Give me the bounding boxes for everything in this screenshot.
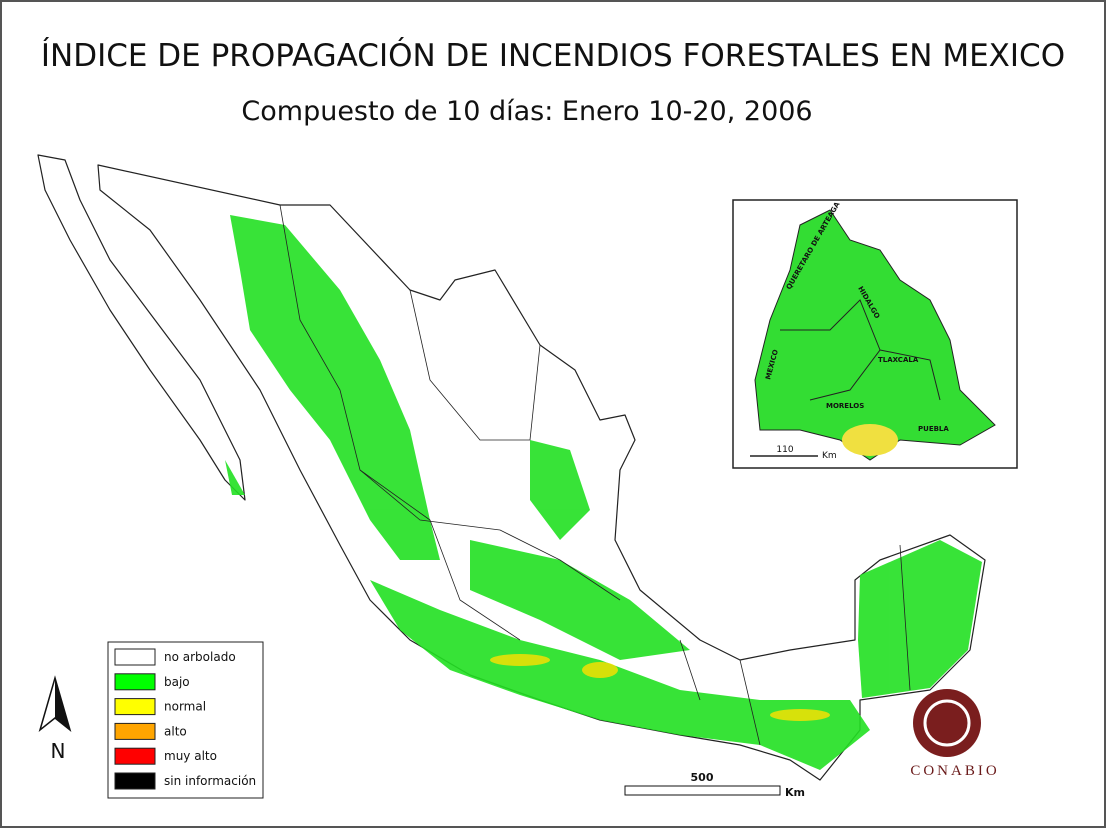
inset-normal-area [842, 424, 898, 456]
inset-label: MORELOS [826, 402, 864, 410]
legend-swatch [114, 747, 156, 765]
logo-text: CONABIO [910, 763, 999, 779]
inset-label: PUEBLA [918, 425, 949, 433]
legend-swatch [114, 698, 156, 716]
north-arrow: N [38, 675, 72, 763]
inset-region [754, 209, 996, 461]
scale-unit: Km [785, 786, 805, 799]
mexico-map [37, 154, 986, 781]
arrow-half [55, 678, 70, 730]
inset-map: QUERETARO DE ARTEAGA HIDALGO TLAXCALA ME… [732, 199, 1018, 469]
inset-scale-unit: Km [822, 451, 837, 461]
legend: no arbolado bajo normal alto muy alto sin inf… [107, 641, 264, 799]
legend-swatch [114, 648, 156, 666]
legend-label: sin información [164, 774, 256, 788]
legend-swatch [114, 772, 156, 790]
subtitle: Compuesto de 10 días: Enero 10-20, 2006 [241, 96, 812, 127]
legend-label: normal [164, 700, 206, 714]
logo: CONABIO [910, 689, 999, 779]
inset-scale-value: 110 [776, 445, 793, 455]
logo-mark [913, 689, 981, 757]
legend-swatch [114, 673, 156, 691]
inset-borders [780, 299, 941, 401]
north-label: N [51, 739, 66, 763]
title: ÍNDICE DE PROPAGACIÓN DE INCENDIOS FORES… [41, 37, 1065, 74]
inset-label: TLAXCALA [878, 356, 919, 364]
scale-rect [624, 785, 781, 796]
scale-bar: 500 Km [624, 771, 805, 799]
legend-frame [107, 641, 264, 799]
logo-detail [923, 699, 971, 747]
legend-swatch [114, 722, 156, 740]
legend-label: alto [164, 724, 187, 738]
legend-label: muy alto [164, 749, 217, 763]
legend-label: no arbolado [164, 650, 236, 664]
scale-value: 500 [691, 771, 714, 784]
legend-label: bajo [164, 675, 190, 689]
baja-california [37, 154, 246, 501]
